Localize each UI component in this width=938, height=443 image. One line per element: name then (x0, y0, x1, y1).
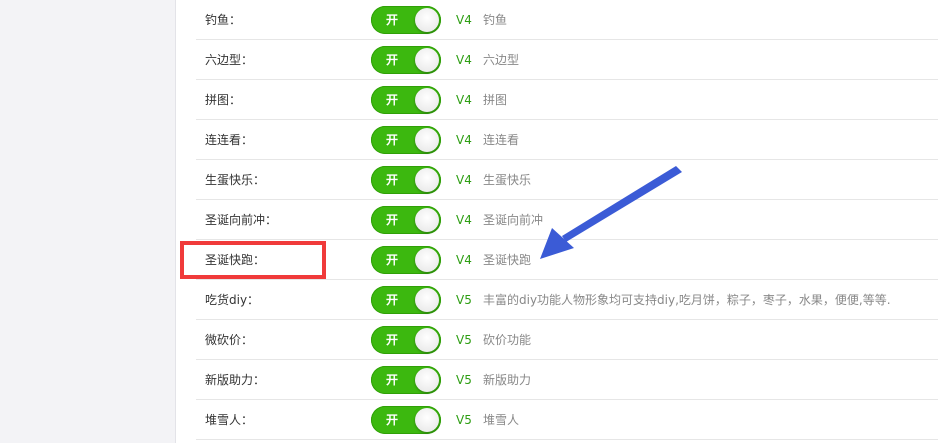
toggle-on-text: 开 (386, 413, 399, 427)
version-badge: V5 (456, 333, 472, 347)
feature-row: 堆雪人： 开 V5 堆雪人 (196, 400, 938, 440)
feature-toggle[interactable]: 开 (371, 406, 441, 434)
feature-label: 堆雪人： (205, 413, 254, 427)
version-badge: V4 (456, 53, 472, 67)
feature-toggle[interactable]: 开 (371, 126, 441, 154)
feature-description: 新版助力 (483, 373, 532, 387)
toggle-on-text: 开 (386, 53, 399, 67)
version-badge: V4 (456, 213, 472, 227)
feature-label: 六边型： (205, 53, 254, 67)
feature-row: 拼图： 开 V4 拼图 (196, 80, 938, 120)
feature-row: 微砍价： 开 V5 砍价功能 (196, 320, 938, 360)
feature-toggle[interactable]: 开 (371, 326, 441, 354)
toggle-on-text: 开 (386, 133, 399, 147)
feature-description: 圣诞快跑 (483, 253, 532, 267)
version-badge: V4 (456, 13, 472, 27)
toggle-knob (415, 48, 439, 72)
feature-toggle[interactable]: 开 (371, 86, 441, 114)
feature-description: 钓鱼 (483, 13, 508, 27)
sidebar (0, 0, 176, 443)
feature-description: 丰富的diy功能人物形象均可支持diy,吃月饼，粽子，枣子，水果，便便,等等. (483, 293, 891, 307)
feature-description: 拼图 (483, 93, 508, 107)
feature-row: 圣诞向前冲： 开 V4 圣诞向前冲 (196, 200, 938, 240)
feature-row: 连连看： 开 V4 连连看 (196, 120, 938, 160)
feature-label: 连连看： (205, 133, 254, 147)
toggle-on-text: 开 (386, 213, 399, 227)
feature-row: 新版助力： 开 V5 新版助力 (196, 360, 938, 400)
version-badge: V4 (456, 253, 472, 267)
version-badge: V5 (456, 413, 472, 427)
toggle-on-text: 开 (386, 173, 399, 187)
toggle-knob (415, 208, 439, 232)
toggle-knob (415, 88, 439, 112)
feature-description: 圣诞向前冲 (483, 213, 544, 227)
feature-label: 吃货diy： (205, 293, 260, 307)
toggle-on-text: 开 (386, 93, 399, 107)
feature-label: 钓鱼： (205, 13, 242, 27)
version-badge: V5 (456, 373, 472, 387)
feature-toggle[interactable]: 开 (371, 286, 441, 314)
version-badge: V5 (456, 293, 472, 307)
feature-toggle[interactable]: 开 (371, 366, 441, 394)
feature-description: 生蛋快乐 (483, 173, 532, 187)
feature-toggle[interactable]: 开 (371, 166, 441, 194)
feature-row: 生蛋快乐： 开 V4 生蛋快乐 (196, 160, 938, 200)
feature-label: 新版助力： (205, 373, 266, 387)
toggle-knob (415, 168, 439, 192)
feature-toggle[interactable]: 开 (371, 206, 441, 234)
version-badge: V4 (456, 133, 472, 147)
feature-row: 吃货diy： 开 V5 丰富的diy功能人物形象均可支持diy,吃月饼，粽子，枣… (196, 280, 938, 320)
feature-list: 钓鱼： 开 V4 钓鱼 六边型： 开 V4 六边型 拼图： 开 V4 拼图 连连看： … (196, 0, 938, 440)
feature-label: 微砍价： (205, 333, 254, 347)
feature-description: 六边型 (483, 53, 520, 67)
toggle-on-text: 开 (386, 293, 399, 307)
feature-row: 圣诞快跑： 开 V4 圣诞快跑 (196, 240, 938, 280)
feature-description: 连连看 (483, 133, 520, 147)
feature-description: 砍价功能 (483, 333, 532, 347)
toggle-knob (415, 128, 439, 152)
toggle-knob (415, 248, 439, 272)
feature-row: 钓鱼： 开 V4 钓鱼 (196, 0, 938, 40)
feature-toggle[interactable]: 开 (371, 46, 441, 74)
feature-label: 圣诞向前冲： (205, 213, 278, 227)
version-badge: V4 (456, 93, 472, 107)
feature-row: 六边型： 开 V4 六边型 (196, 40, 938, 80)
feature-description: 堆雪人 (483, 413, 520, 427)
version-badge: V4 (456, 173, 472, 187)
feature-toggle[interactable]: 开 (371, 246, 441, 274)
toggle-on-text: 开 (386, 373, 399, 387)
feature-label: 生蛋快乐： (205, 173, 266, 187)
highlight-box (180, 241, 326, 279)
toggle-knob (415, 368, 439, 392)
toggle-on-text: 开 (386, 13, 399, 27)
feature-label: 圣诞快跑： (205, 253, 266, 267)
toggle-knob (415, 8, 439, 32)
toggle-on-text: 开 (386, 253, 399, 267)
toggle-knob (415, 288, 439, 312)
feature-toggle[interactable]: 开 (371, 6, 441, 34)
feature-label: 拼图： (205, 93, 242, 107)
toggle-on-text: 开 (386, 333, 399, 347)
toggle-knob (415, 408, 439, 432)
toggle-knob (415, 328, 439, 352)
